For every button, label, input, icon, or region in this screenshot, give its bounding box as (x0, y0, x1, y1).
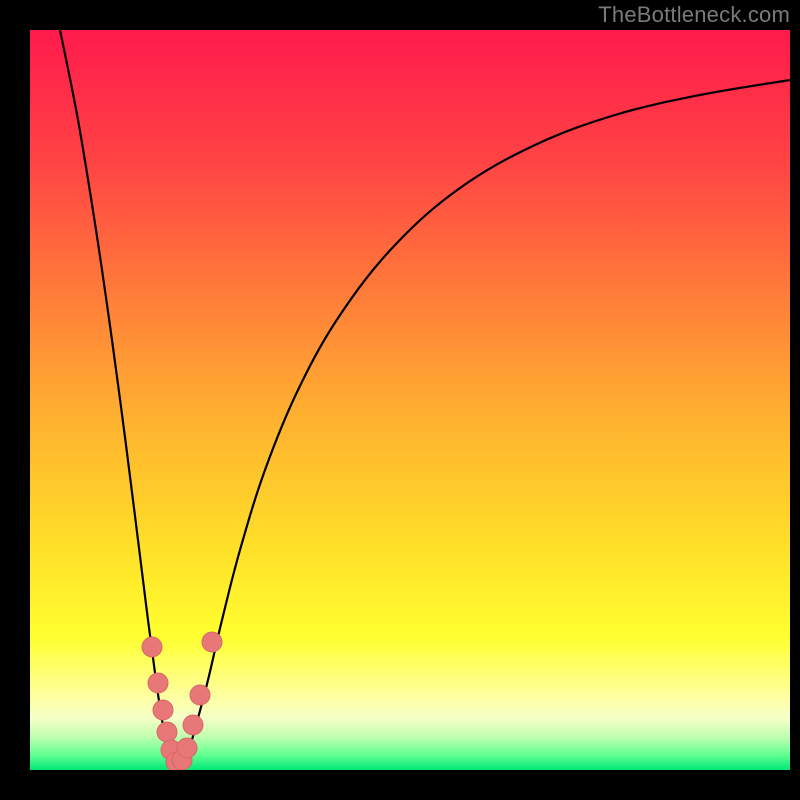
data-marker (153, 700, 173, 720)
chart-container: TheBottleneck.com (0, 0, 800, 800)
data-marker (142, 637, 162, 657)
data-marker (157, 722, 177, 742)
bottleneck-chart (0, 0, 800, 800)
data-marker (183, 715, 203, 735)
data-marker (190, 685, 210, 705)
data-marker (177, 738, 197, 758)
chart-gradient-background (30, 30, 790, 770)
data-marker (202, 632, 222, 652)
watermark-label: TheBottleneck.com (598, 2, 790, 28)
data-marker (148, 673, 168, 693)
